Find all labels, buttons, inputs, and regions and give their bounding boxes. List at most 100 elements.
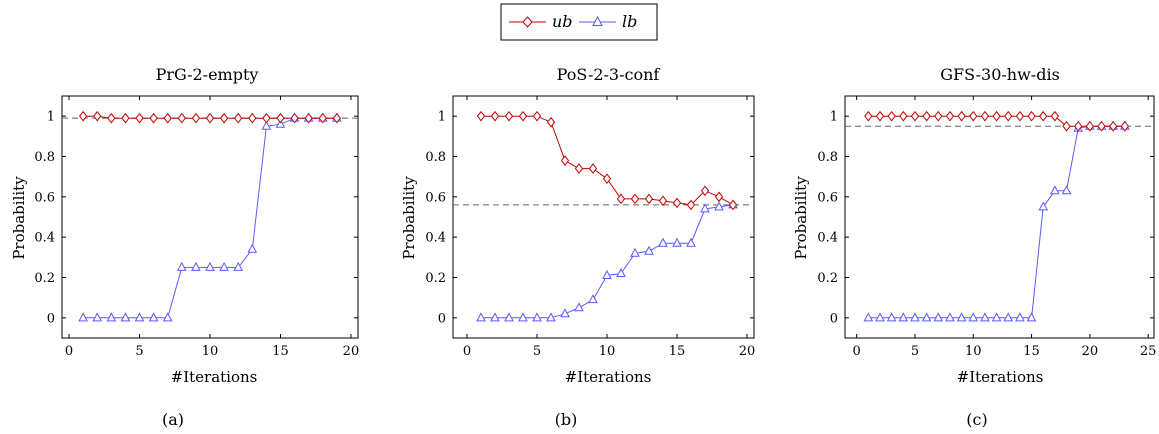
x-tick-label: 15: [272, 344, 289, 359]
data-point-lb: [504, 312, 514, 322]
series-line-lb: [83, 117, 337, 319]
data-point-ub: [875, 110, 885, 122]
data-point-ub: [318, 112, 327, 124]
y-tick-label: 1: [47, 110, 55, 125]
plot-area: 0 5 10 15 20 25 0 0.2 0.4 0.6 0.8 1: [817, 95, 1157, 359]
data-point-lb: [134, 312, 145, 322]
data-point-lb: [247, 243, 258, 253]
x-tick-label: 0: [463, 344, 471, 359]
x-tick-label: 25: [1140, 344, 1157, 359]
data-point-ub: [992, 110, 1001, 122]
data-point-ub: [574, 163, 584, 174]
data-point-ub: [1050, 110, 1060, 122]
chart-title: PoS-2-3-conf: [557, 65, 661, 84]
data-point-ub: [602, 173, 612, 184]
y-axis-label: Probability: [10, 176, 28, 260]
data-point-ub: [644, 193, 654, 205]
data-point-ub: [1074, 120, 1083, 132]
plot-area: 0 5 10 15 20 0 0.2 0.4 0.6 0.8 1: [34, 95, 360, 359]
axes-frame: [844, 95, 1155, 339]
chart-panel-c: GFS-30-hw-dis Probability #Iterations (c…: [792, 65, 1156, 429]
data-point-ub: [262, 112, 271, 124]
data-point-lb: [991, 312, 1002, 322]
data-point-lb: [875, 312, 885, 322]
data-point-lb: [219, 261, 229, 271]
x-tick-label: 10: [202, 344, 219, 359]
data-point-ub: [969, 110, 978, 122]
data-point-lb: [1026, 312, 1037, 322]
data-point-lb: [602, 269, 612, 279]
data-point-lb: [476, 312, 486, 322]
data-point-lb: [176, 261, 187, 271]
y-tick-label: 0: [830, 311, 838, 326]
data-point-ub: [107, 112, 116, 124]
data-point-ub: [1120, 120, 1129, 132]
data-point-ub: [1015, 110, 1025, 122]
data-point-lb: [1061, 185, 1072, 195]
legend-lb-triangle-icon: [592, 15, 603, 26]
y-tick-label: 0.8: [34, 150, 55, 165]
y-tick-label: 0.6: [34, 190, 55, 205]
y-tick-label: 0: [438, 311, 446, 326]
data-point-ub: [560, 155, 570, 166]
data-point-lb: [672, 237, 682, 247]
data-point-lb: [658, 237, 668, 247]
data-point-ub: [276, 112, 285, 124]
x-tick-label: 15: [1023, 344, 1040, 359]
data-point-lb: [148, 312, 159, 322]
data-point-lb: [92, 312, 103, 322]
data-point-ub: [1097, 120, 1106, 132]
y-axis-label: Probability: [792, 176, 810, 260]
y-tick-label: 1: [438, 110, 446, 125]
data-point-ub: [1109, 120, 1118, 132]
y-tick-label: 0: [47, 311, 55, 326]
data-point-ub: [910, 110, 920, 122]
data-point-lb: [233, 261, 244, 271]
data-point-lb: [588, 294, 598, 304]
x-tick-label: 5: [911, 344, 919, 359]
data-point-ub: [922, 110, 931, 122]
data-point-ub: [714, 191, 724, 203]
data-point-lb: [162, 312, 173, 322]
data-point-lb: [1003, 312, 1014, 322]
data-point-ub: [191, 112, 201, 124]
x-tick-label: 20: [343, 344, 360, 359]
data-point-lb: [886, 312, 897, 322]
data-point-lb: [560, 308, 570, 318]
data-point-ub: [957, 110, 966, 122]
data-point-lb: [700, 203, 710, 213]
y-tick-label: 0.6: [817, 190, 838, 205]
data-point-lb: [945, 312, 955, 322]
subfigure-caption: (b): [555, 410, 578, 429]
data-point-ub: [934, 110, 943, 122]
data-point-lb: [574, 302, 584, 312]
legend-ub-label: ub: [552, 12, 573, 31]
data-point-lb: [714, 201, 724, 211]
data-point-ub: [728, 199, 738, 211]
data-point-ub: [1062, 120, 1071, 132]
subfigure-caption: (a): [162, 410, 184, 429]
data-point-ub: [1004, 110, 1013, 122]
data-point-ub: [945, 110, 955, 122]
data-point-lb: [120, 312, 131, 322]
data-point-lb: [910, 312, 920, 322]
data-point-lb: [532, 312, 542, 322]
chart-title: PrG-2-empty: [156, 65, 259, 84]
data-point-ub: [332, 112, 341, 124]
data-point-lb: [518, 312, 528, 322]
data-point-lb: [205, 261, 215, 271]
data-point-lb: [191, 261, 201, 271]
y-tick-label: 0.2: [34, 271, 55, 286]
x-tick-label: 0: [853, 344, 861, 359]
data-point-lb: [1038, 201, 1049, 211]
data-point-ub: [864, 110, 873, 122]
data-point-ub: [290, 112, 299, 124]
x-tick-label: 5: [533, 344, 541, 359]
data-point-lb: [933, 312, 944, 322]
data-point-ub: [1027, 110, 1036, 122]
data-point-lb: [616, 267, 626, 277]
data-point-ub: [1085, 120, 1095, 132]
data-point-ub: [248, 112, 257, 124]
x-tick-label: 15: [669, 344, 686, 359]
